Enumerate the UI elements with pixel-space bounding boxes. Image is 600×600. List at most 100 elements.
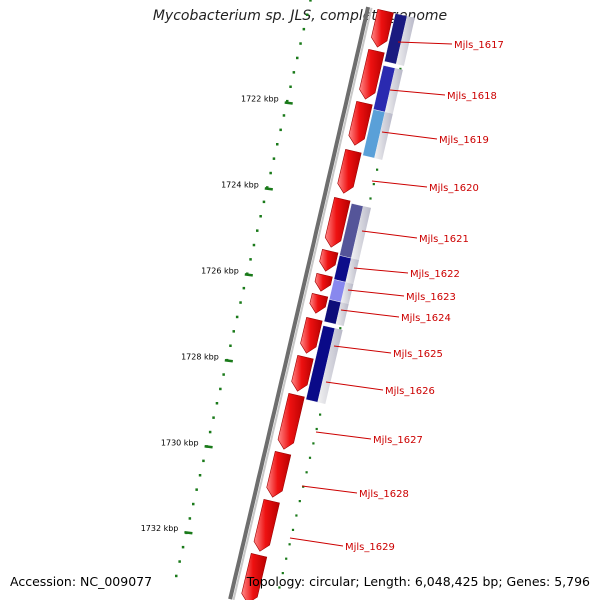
forward-cds-arrow: [324, 197, 351, 248]
inner-track-tick: [305, 471, 308, 474]
kbp-minor-tick: [272, 157, 276, 160]
reverse-cds-shadow: [385, 68, 403, 114]
kbp-minor-tick: [195, 488, 198, 491]
kbp-minor-tick: [249, 258, 252, 261]
kbp-minor-tick: [256, 229, 259, 232]
kbp-minor-tick: [188, 517, 192, 520]
kbp-minor-tick: [222, 373, 225, 376]
kbp-minor-tick: [208, 430, 212, 434]
gene-label-mjls_1620: Mjls_1620: [429, 183, 479, 194]
kbp-minor-tick: [289, 85, 292, 88]
inner-track-tick: [302, 485, 305, 488]
kbp-minor-tick: [202, 459, 205, 463]
inner-track-tick: [281, 572, 284, 575]
kbp-minor-tick: [262, 200, 266, 204]
accession-text: Accession: NC_009077: [10, 574, 153, 589]
gene-label-mjls_1629: Mjls_1629: [345, 542, 395, 553]
kbp-major-tick: [264, 187, 273, 191]
gene-label-mjls_1622: Mjls_1622: [410, 269, 460, 280]
kbp-tick-label: 1732 kbp: [141, 524, 179, 533]
inner-track-tick: [291, 528, 295, 531]
forward-cds-arrow: [241, 553, 268, 600]
reverse-cds-shadow: [340, 282, 354, 304]
gene-leader-line: [353, 267, 409, 274]
inner-track-tick: [312, 442, 315, 445]
reverse-cds-shadow: [396, 16, 415, 66]
gene-leader-line: [361, 230, 418, 239]
gene-leader-line: [381, 131, 438, 140]
reverse-cds-shadow: [351, 206, 371, 260]
kbp-tick-label: 1724 kbp: [221, 180, 259, 189]
kbp-minor-tick: [219, 387, 222, 391]
kbp-minor-tick: [299, 42, 302, 45]
kbp-minor-tick: [282, 114, 286, 117]
kbp-minor-tick: [239, 301, 242, 304]
forward-cds-arrow: [300, 317, 323, 354]
gene-leader-line: [347, 289, 405, 297]
inner-track-tick: [298, 500, 301, 503]
gene-label-mjls_1627: Mjls_1627: [373, 435, 423, 446]
kbp-minor-tick: [292, 71, 296, 74]
forward-cds-arrow: [337, 149, 362, 194]
backbone-outer-line: [228, 6, 371, 600]
forward-cds-arrow: [266, 451, 292, 498]
gene-label-layer: Mjls_1617 Mjls_1618 Mjls_1619 Mjls_1620 Mjls…: [289, 40, 504, 553]
gene-leader-line: [371, 180, 428, 188]
inner-track-tick: [315, 427, 318, 431]
inner-track-tick: [319, 413, 322, 416]
kbp-minor-tick: [296, 56, 299, 60]
forward-cds-arrow: [371, 8, 394, 48]
kbp-minor-tick: [305, 13, 309, 16]
reverse-cds-shadow: [317, 328, 343, 404]
forward-cds-arrow: [253, 499, 280, 552]
kbp-minor-tick: [309, 0, 312, 2]
gene-leader-line: [325, 381, 384, 391]
gene-label-mjls_1618: Mjls_1618: [447, 91, 497, 102]
inner-track-tick: [288, 543, 291, 546]
kbp-major-tick: [204, 445, 213, 449]
forward-cds-arrow: [314, 273, 333, 292]
kbp-minor-tick: [242, 286, 246, 290]
kbp-minor-tick: [212, 416, 215, 419]
gene-label-mjls_1621: Mjls_1621: [419, 234, 469, 245]
kbp-minor-tick: [269, 171, 272, 175]
gene-leader-line: [389, 89, 446, 96]
gene-leader-line: [333, 345, 392, 354]
forward-cds-arrow: [348, 100, 373, 146]
forward-cds-arrow: [291, 355, 314, 392]
gene-leader-line: [397, 41, 453, 45]
forward-cds-arrow: [277, 393, 305, 450]
kbp-minor-tick: [175, 574, 178, 578]
gene-label-mjls_1625: Mjls_1625: [393, 349, 443, 360]
kbp-tick-label: 1726 kbp: [201, 266, 239, 275]
kbp-minor-tick: [198, 474, 202, 477]
gene-label-mjls_1628: Mjls_1628: [359, 489, 409, 500]
gene-label-mjls_1623: Mjls_1623: [406, 292, 456, 303]
kbp-minor-tick: [276, 143, 279, 146]
gene-leader-line: [289, 537, 344, 547]
inner-track-tick: [295, 514, 298, 517]
kbp-major-tick: [284, 101, 293, 105]
kbp-minor-tick: [259, 215, 262, 218]
inner-track-tick: [278, 586, 281, 589]
kbp-major-tick: [224, 359, 233, 363]
gene-leader-line: [301, 485, 358, 494]
inner-track-tick: [376, 168, 379, 171]
kbp-major-tick: [184, 530, 193, 535]
kbp-minor-tick: [252, 243, 256, 247]
gene-track: [241, 8, 415, 600]
kbp-minor-tick: [279, 128, 282, 132]
kbp-minor-tick: [229, 344, 232, 347]
kbp-tick-label: 1730 kbp: [161, 438, 199, 447]
kbp-minor-tick: [215, 402, 219, 405]
gene-leader-line: [315, 431, 372, 440]
kbp-minor-tick: [192, 502, 195, 506]
gene-label-mjls_1626: Mjls_1626: [385, 386, 435, 397]
inner-track-tick: [399, 67, 402, 70]
backbone-inner-line: [232, 7, 373, 600]
forward-cds-arrow: [319, 249, 339, 272]
kbp-minor-tick: [181, 545, 185, 549]
reverse-cds-shadow: [374, 112, 393, 160]
